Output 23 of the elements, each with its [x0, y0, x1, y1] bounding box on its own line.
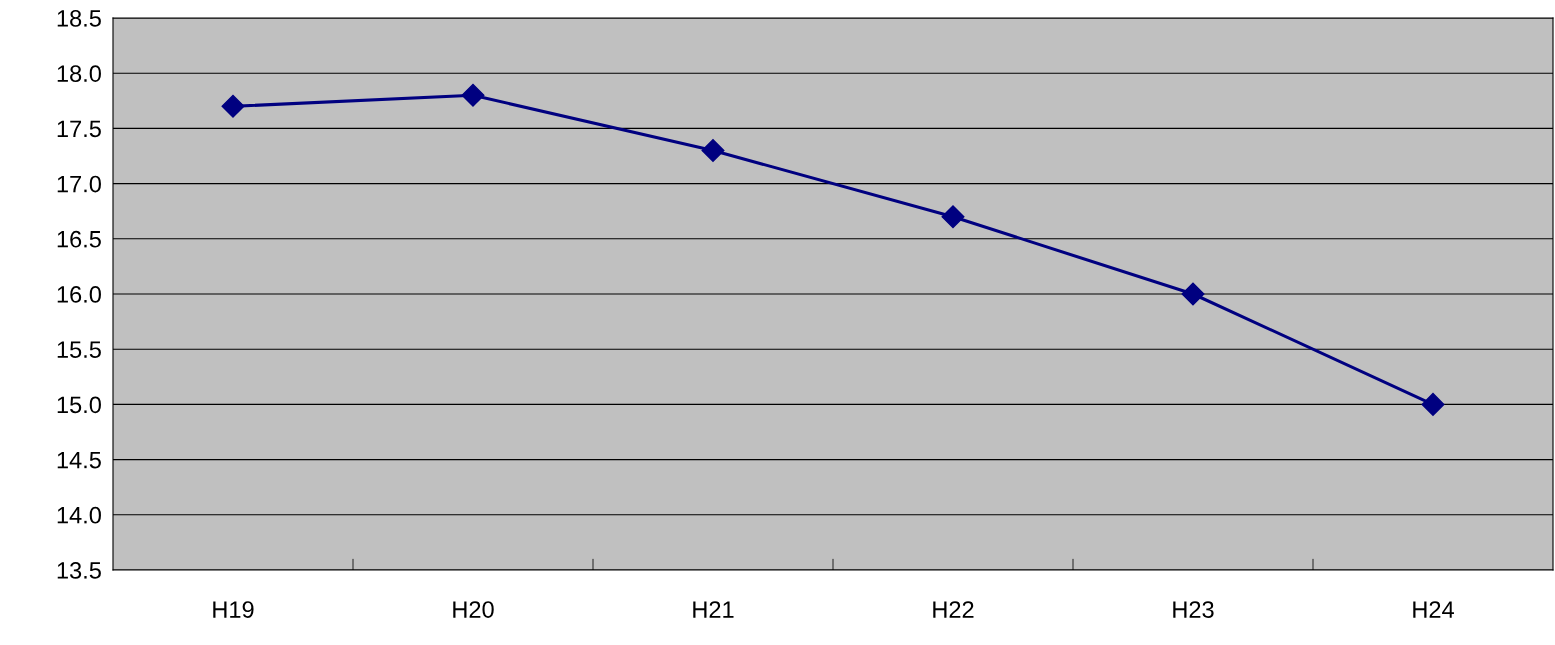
x-tick-label: H20: [453, 601, 494, 618]
x-tick-label: H22: [933, 601, 974, 618]
y-tick-label: 15.0: [57, 396, 101, 414]
y-tick-label: 17.0: [57, 175, 101, 193]
point: [1421, 392, 1445, 416]
x-tick-label: H21: [693, 601, 734, 618]
point: [701, 138, 725, 162]
point: [941, 205, 965, 229]
point: [1181, 282, 1205, 306]
y-tick-label: 18.5: [57, 10, 101, 27]
x-tick-label: H23: [1173, 601, 1214, 618]
y-tick-label: 15.5: [57, 341, 101, 358]
x-tick-label: H24: [1413, 601, 1454, 618]
y-tick-label: 18.0: [57, 65, 101, 82]
point: [221, 94, 245, 118]
y-tick-label: 14.5: [57, 451, 101, 469]
point: [461, 83, 485, 107]
y-tick-label: 13.5: [57, 562, 101, 579]
x-tick-label: H19: [213, 601, 254, 618]
y-tick-label: 16.0: [57, 286, 101, 303]
y-tick-label: 17.5: [57, 120, 101, 138]
y-tick-label: 14.0: [57, 506, 101, 524]
y-tick-label: 16.5: [57, 230, 101, 248]
